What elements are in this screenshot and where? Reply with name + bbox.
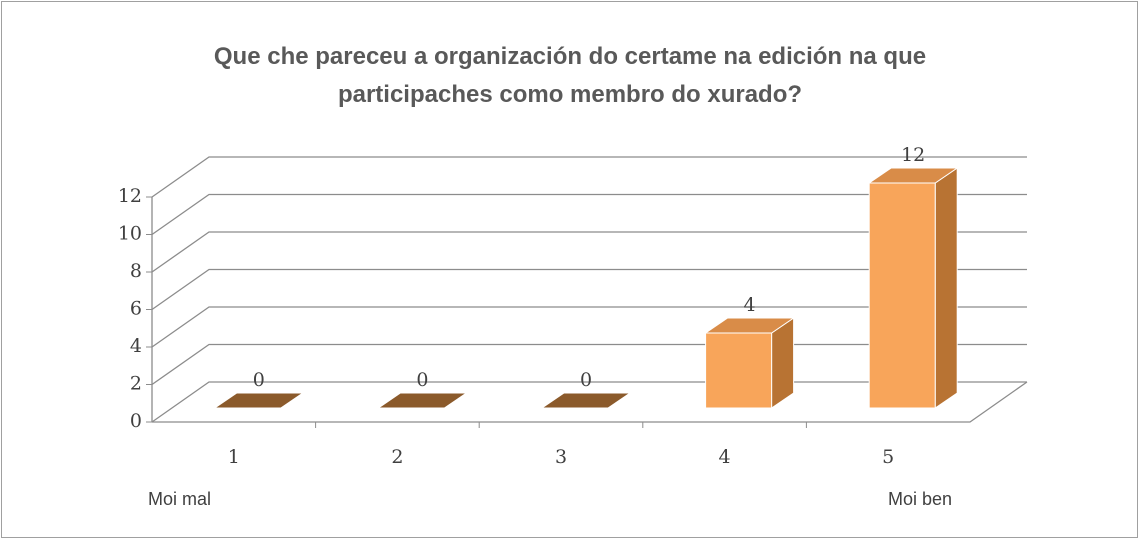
y-tick-label: 12	[118, 185, 142, 207]
bar-front	[705, 332, 773, 409]
annotation: Moi mal	[148, 489, 211, 509]
data-label: 0	[253, 369, 265, 391]
y-tick-label: 2	[130, 373, 142, 395]
y-tick-label: 0	[130, 410, 142, 432]
bar-side	[934, 167, 958, 409]
x-tick-label: 3	[555, 446, 567, 468]
chart-title: Que che pareceu a organización do certam…	[213, 43, 927, 108]
y-tick-label: 10	[118, 223, 142, 245]
grid-line	[151, 306, 1027, 348]
bar	[703, 317, 796, 409]
bar	[867, 167, 959, 409]
data-label: 0	[416, 369, 428, 391]
x-tick-label: 1	[228, 446, 240, 468]
bar	[376, 392, 469, 409]
y-tick-label: 6	[130, 298, 142, 320]
bar-front	[868, 182, 936, 409]
x-tick-label: 2	[391, 446, 403, 468]
grid-line	[151, 268, 1027, 311]
grid-line	[151, 156, 1027, 198]
data-label: 4	[744, 294, 756, 316]
annotation: Moi ben	[888, 489, 952, 509]
bar	[213, 392, 305, 409]
x-tick-label: 4	[719, 446, 731, 468]
grid-line	[151, 193, 1027, 236]
grid-line	[151, 231, 1027, 273]
data-label: 0	[580, 369, 592, 391]
data-label: 12	[901, 144, 925, 166]
y-tick-label: 8	[130, 260, 142, 282]
bar	[540, 392, 632, 409]
x-tick-label: 5	[882, 446, 894, 468]
floor	[152, 381, 1028, 423]
y-tick-label: 4	[130, 335, 142, 357]
bar-side	[771, 317, 795, 409]
